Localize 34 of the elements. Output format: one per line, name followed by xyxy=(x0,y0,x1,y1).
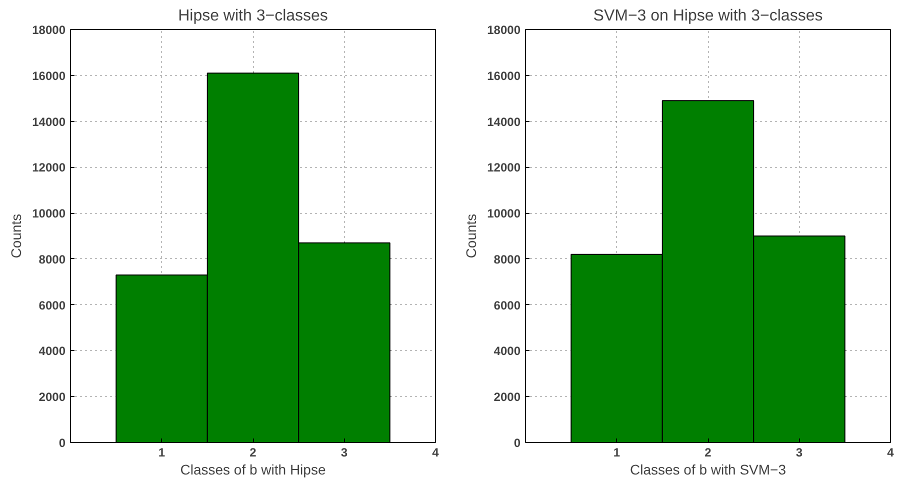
y-tick-label: 14000 xyxy=(487,114,521,129)
x-axis-title: Classes of b with SVM−3 xyxy=(630,462,786,478)
y-tick-label: 8000 xyxy=(494,252,521,266)
y-tick-label: 8000 xyxy=(38,252,66,266)
y-tick-label: 10000 xyxy=(32,206,66,221)
y-tick-label: 18000 xyxy=(487,23,521,37)
x-tick-label: 3 xyxy=(340,446,348,460)
y-tick-label: 0 xyxy=(514,436,521,450)
x-axis-title: Classes of b with Hipse xyxy=(180,462,326,478)
y-tick-label: 16000 xyxy=(32,68,66,83)
y-axis-title: Counts xyxy=(8,214,24,258)
y-tick-label: 6000 xyxy=(38,298,66,312)
y-tick-label: 16000 xyxy=(487,68,521,83)
y-axis-title: Counts xyxy=(463,214,480,258)
x-tick-label: 4 xyxy=(887,446,894,460)
y-tick-label: 4000 xyxy=(494,344,521,358)
y-tick-label: 4000 xyxy=(38,344,66,358)
x-tick-label: 4 xyxy=(432,446,440,460)
y-tick-label: 12000 xyxy=(32,160,66,175)
y-tick-label: 14000 xyxy=(32,114,66,129)
y-tick-label: 10000 xyxy=(487,206,521,221)
chart-title: SVM−3 on Hipse with 3−classes xyxy=(593,8,823,24)
y-tick-label: 12000 xyxy=(487,160,521,175)
y-tick-label: 18000 xyxy=(32,23,66,37)
x-tick-label: 2 xyxy=(704,446,712,460)
y-tick-label: 2000 xyxy=(494,390,521,404)
y-tick-label: 2000 xyxy=(38,390,66,404)
x-tick-label: 1 xyxy=(613,446,620,460)
x-tick-label: 2 xyxy=(250,446,257,460)
y-tick-label: 0 xyxy=(58,436,66,450)
x-tick-label: 1 xyxy=(158,446,166,460)
x-tick-label: 3 xyxy=(796,446,803,460)
chart-title: Hipse with 3−classes xyxy=(178,8,328,24)
y-tick-label: 6000 xyxy=(494,298,521,312)
